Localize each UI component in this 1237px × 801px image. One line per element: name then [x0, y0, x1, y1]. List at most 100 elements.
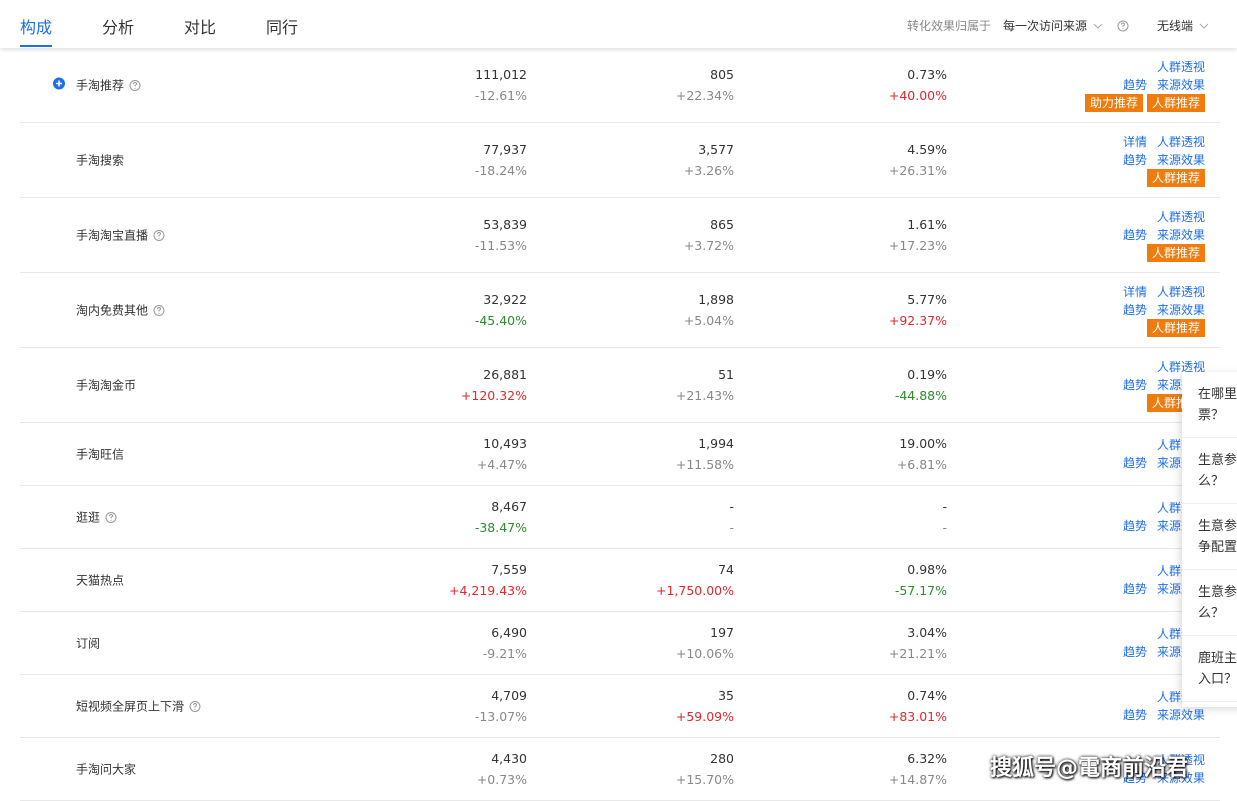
recommend-button[interactable]: 人群推荐 — [1146, 94, 1205, 112]
source-name: 手淘推荐 — [76, 78, 125, 93]
popup-item[interactable]: 鹿班主 入口？ — [1182, 636, 1237, 702]
action-link[interactable]: 趋势 — [1122, 456, 1147, 470]
help-icon[interactable] — [1117, 20, 1129, 32]
action-link[interactable]: 趋势 — [1122, 78, 1147, 92]
metric-change: +14.87% — [888, 772, 947, 787]
metric-change: -12.61% — [474, 88, 527, 103]
action-link[interactable]: 来源效果 — [1156, 771, 1205, 785]
action-link[interactable]: 详情 — [1122, 285, 1147, 299]
action-link[interactable]: 来源效果 — [1156, 228, 1205, 242]
action-line: 趋势 来源效果 — [1081, 76, 1205, 94]
action-link[interactable]: 人群透视 — [1156, 753, 1205, 767]
metric-cell: 53,839 -11.53% — [367, 214, 527, 256]
recommend-button[interactable]: 人群推荐 — [1146, 169, 1205, 187]
metric-value: - — [729, 499, 734, 514]
action-link[interactable]: 趋势 — [1122, 645, 1147, 659]
tab[interactable]: 分析 — [102, 18, 135, 37]
metric-change: +11.58% — [675, 457, 734, 472]
metric-value: 0.98% — [907, 562, 947, 577]
metric-value: 7,559 — [491, 562, 527, 577]
table-row: 手淘问大家 4,430 +0.73% 280 +15.70% 6.32% +14.87% 人群… — [20, 738, 1220, 801]
table-row: 手淘淘宝直播 53,839 -11.53% 865 +3.72% 1.61% +17.23%… — [20, 198, 1220, 273]
action-link[interactable]: 人群透视 — [1156, 360, 1205, 374]
expand-icon[interactable] — [53, 77, 65, 90]
action-line: 人群透视 — [1113, 358, 1205, 376]
tab[interactable]: 同行 — [266, 18, 299, 37]
expand-button[interactable] — [53, 77, 65, 93]
action-link[interactable]: 来源效果 — [1156, 153, 1205, 167]
metric-change: +40.00% — [888, 88, 947, 103]
metric-cell: 3,577 +3.26% — [574, 139, 734, 181]
metric-change: -45.40% — [474, 313, 527, 328]
table-row: 手淘推荐 111,012 -12.61% 805 +22.34% 0.73% +40.00%… — [20, 48, 1220, 123]
action-link[interactable]: 来源效果 — [1156, 78, 1205, 92]
metric-cell: 1.61% +17.23% — [787, 214, 947, 256]
recommend-button[interactable]: 助力推荐 — [1084, 94, 1143, 112]
action-link[interactable]: 人群透视 — [1156, 285, 1205, 299]
action-link[interactable]: 趋势 — [1122, 519, 1147, 533]
source-name: 手淘旺信 — [76, 447, 125, 462]
source-name-cell: 手淘推荐 — [76, 77, 141, 94]
button-line: 人群推荐 — [1113, 169, 1205, 187]
source-name: 手淘问大家 — [76, 762, 137, 777]
chevron — [1199, 23, 1209, 29]
action-link[interactable]: 详情 — [1122, 135, 1147, 149]
tab[interactable]: 构成 — [20, 14, 53, 47]
metric-change: +4,219.43% — [448, 583, 527, 598]
metric-change: +92.37% — [888, 313, 947, 328]
attribution-select[interactable]: 每一次访问来源 — [1003, 17, 1103, 34]
help-icon[interactable] — [153, 229, 165, 241]
action-link[interactable]: 趋势 — [1122, 771, 1147, 785]
metric-cell: 280 +15.70% — [574, 748, 734, 790]
metric-change: +22.34% — [675, 88, 734, 103]
metric-value: 805 — [710, 67, 734, 82]
metric-cell: 77,937 -18.24% — [367, 139, 527, 181]
metric-cell: 32,922 -45.40% — [367, 289, 527, 331]
source-name-cell: 短视频全屏页上下滑 — [76, 698, 201, 715]
metric-change: -18.24% — [474, 163, 527, 178]
table-row: 短视频全屏页上下滑 4,709 -13.07% 35 +59.09% 0.74% +83.0… — [20, 675, 1220, 738]
actions: 人群透视 趋势 来源效果 — [1113, 751, 1205, 787]
action-link[interactable]: 来源效果 — [1156, 303, 1205, 317]
popup-item[interactable]: 生意参 么？ — [1182, 570, 1237, 636]
metric-value: - — [942, 499, 947, 514]
action-link[interactable]: 趋势 — [1122, 378, 1147, 392]
action-link[interactable]: 来源效果 — [1156, 708, 1205, 722]
help-icon[interactable] — [105, 511, 117, 523]
source-name-cell: 手淘淘金币 — [76, 377, 136, 394]
metric-change: +6.81% — [896, 457, 947, 472]
action-link[interactable]: 趋势 — [1122, 228, 1147, 242]
source-name-cell: 订阅 — [76, 635, 100, 652]
source-name-cell: 手淘问大家 — [76, 761, 136, 778]
action-link[interactable]: 人群透视 — [1156, 135, 1205, 149]
table-row: 手淘淘金币 26,881 +120.32% 51 +21.43% 0.19% -44.88%… — [20, 348, 1220, 423]
metric-value: 35 — [718, 688, 734, 703]
help-icon[interactable] — [153, 304, 165, 316]
tab[interactable]: 对比 — [184, 18, 217, 37]
source-name: 短视频全屏页上下滑 — [76, 699, 185, 714]
metric-cell: 805 +22.34% — [574, 64, 734, 106]
metric-cell: 6.32% +14.87% — [787, 748, 947, 790]
metric-value: 0.19% — [907, 367, 947, 382]
action-link[interactable]: 趋势 — [1122, 153, 1147, 167]
metric-cell: 74 +1,750.00% — [574, 559, 734, 601]
recommend-button[interactable]: 人群推荐 — [1146, 244, 1205, 262]
recommend-button[interactable]: 人群推荐 — [1146, 319, 1205, 337]
metric-cell: 1,898 +5.04% — [574, 289, 734, 331]
metric-value: 4,430 — [491, 751, 527, 766]
action-link[interactable]: 趋势 — [1122, 708, 1147, 722]
action-link[interactable]: 人群透视 — [1156, 60, 1205, 74]
help-icon[interactable] — [129, 79, 141, 91]
metric-cell: -- — [787, 496, 947, 538]
metric-change: +26.31% — [888, 163, 947, 178]
popup-item[interactable]: 在哪里 票？ — [1182, 372, 1237, 438]
device-select[interactable]: 无线端 — [1157, 17, 1209, 34]
action-link[interactable]: 人群透视 — [1156, 210, 1205, 224]
metric-value: 1,994 — [698, 436, 734, 451]
help-icon[interactable] — [189, 700, 201, 712]
action-link[interactable]: 趋势 — [1122, 303, 1147, 317]
popup-item[interactable]: 生意参 争配置 — [1182, 504, 1237, 570]
action-link[interactable]: 趋势 — [1122, 582, 1147, 596]
popup-item[interactable]: 生意参 么？ — [1182, 438, 1237, 504]
